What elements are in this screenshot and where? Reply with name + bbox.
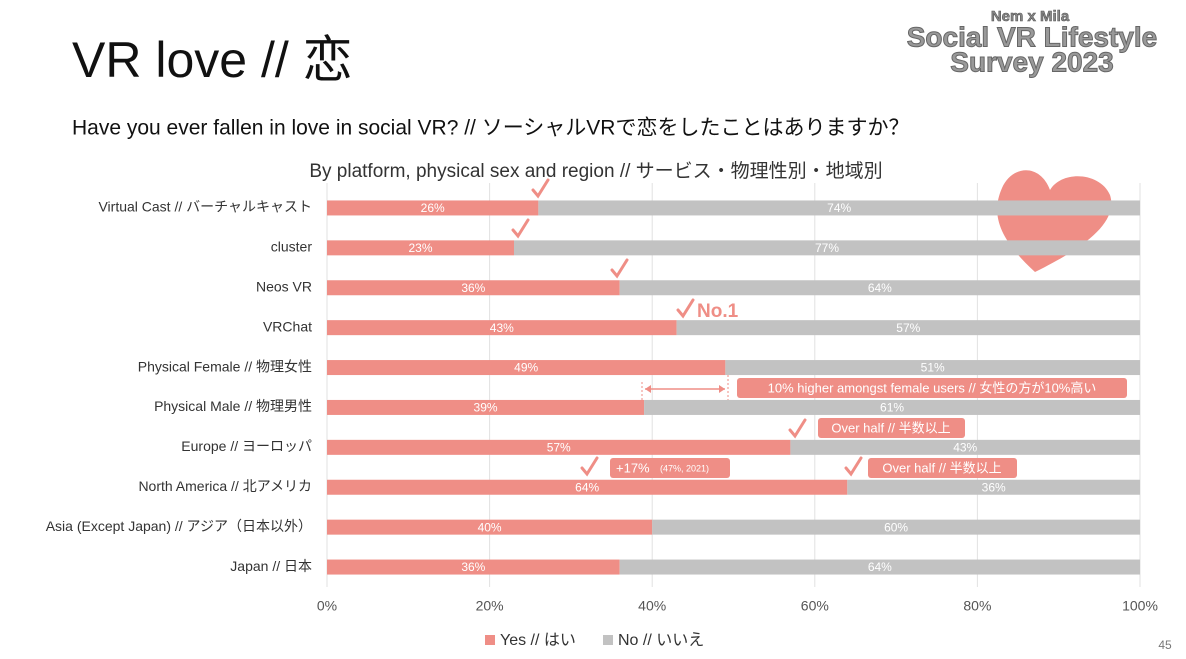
checkmark [610, 258, 629, 279]
question: Have you ever fallen in love in social V… [72, 117, 909, 140]
bar-segment [327, 240, 514, 256]
bar-segment [538, 200, 1140, 216]
x-tick-label: 0% [317, 598, 337, 614]
slide-title: VR love // 恋 [72, 32, 353, 88]
bar-segment [327, 399, 645, 415]
y-tick-label: Neos VR [256, 278, 312, 294]
checkmark [788, 418, 807, 439]
value-label: 36% [461, 281, 485, 295]
bar-segment [619, 280, 1140, 296]
annotation: 10% higher amongst female users // 女性の方が… [768, 380, 1097, 395]
logo-line: Survey 2023 [950, 46, 1113, 77]
checkmark [676, 298, 695, 319]
value-label: 57% [896, 321, 920, 335]
bar-segment [327, 439, 791, 455]
x-tick-label: 40% [638, 598, 666, 614]
annotation: Over half // 半数以上 [882, 460, 1001, 475]
y-tick-label: cluster [271, 239, 313, 255]
bar-segment [790, 439, 1140, 455]
bar-segment [652, 519, 1140, 535]
value-label: 74% [827, 201, 851, 215]
logo-line: Social VR Lifestyle [907, 21, 1158, 52]
logo-top: Nem x Mila [991, 8, 1070, 25]
legend-swatch [603, 635, 613, 645]
checkmark [844, 456, 863, 477]
value-label: 26% [421, 201, 445, 215]
value-label: 40% [478, 520, 502, 534]
bar-segment [644, 399, 1140, 415]
value-label: 60% [884, 520, 908, 534]
checkmark [511, 218, 530, 239]
annotation-box [737, 378, 1127, 398]
bar-segment [513, 240, 1140, 256]
value-label: 64% [868, 560, 892, 574]
y-tick-label: Europe // ヨーロッパ [181, 438, 312, 454]
value-label: 43% [490, 321, 514, 335]
bar-segment [327, 360, 726, 376]
legend-label: No // いいえ [618, 632, 704, 649]
y-tick-label: Physical Male // 物理男性 [154, 398, 312, 414]
y-tick-label: Asia (Except Japan) // アジア（日本以外） [46, 518, 312, 534]
value-label: 64% [868, 281, 892, 295]
page-number: 45 [1158, 638, 1172, 652]
bar-segment [327, 280, 620, 296]
checkmark [580, 456, 599, 477]
bar-segment [327, 479, 848, 495]
x-tick-label: 20% [476, 598, 504, 614]
bar-segment [327, 519, 653, 535]
legend-swatch [485, 635, 495, 645]
chart-title: By platform, physical sex and region // … [309, 160, 882, 182]
value-label: 43% [953, 441, 977, 455]
value-label: 36% [982, 480, 1006, 494]
bar-segment [847, 479, 1140, 495]
y-tick-label: Physical Female // 物理女性 [138, 358, 312, 374]
x-tick-label: 80% [963, 598, 991, 614]
value-label: 49% [514, 361, 538, 375]
value-label: 57% [547, 441, 571, 455]
bar-segment [327, 200, 539, 216]
annotation: (47%, 2021) [660, 463, 709, 473]
annotation: No.1 [697, 301, 739, 322]
bar-segment [327, 559, 620, 575]
value-label: 39% [474, 401, 498, 415]
y-tick-label: VRChat [263, 318, 312, 334]
bar-segment [327, 320, 677, 336]
value-label: 51% [921, 361, 945, 375]
value-label: 77% [815, 241, 839, 255]
legend-label: Yes // はい [500, 632, 576, 649]
checkmark [531, 178, 550, 199]
value-label: 61% [880, 401, 904, 415]
bar-segment [619, 559, 1140, 575]
value-label: 64% [575, 480, 599, 494]
y-tick-label: Japan // 日本 [230, 558, 312, 574]
annotation: Over half // 半数以上 [831, 420, 950, 435]
value-label: 36% [461, 560, 485, 574]
bar-segment [676, 320, 1140, 336]
y-tick-label: North America // 北アメリカ [138, 478, 312, 494]
value-label: 23% [408, 241, 432, 255]
x-tick-label: 100% [1122, 598, 1158, 614]
annotation-box [868, 458, 1017, 478]
heart-icon [997, 170, 1112, 272]
y-tick-label: Virtual Cast // バーチャルキャスト [98, 199, 312, 215]
annotation: +17% [616, 460, 650, 475]
annotation-box [818, 418, 965, 438]
x-tick-label: 60% [801, 598, 829, 614]
annotation-box [610, 458, 730, 478]
bar-segment [725, 360, 1140, 376]
